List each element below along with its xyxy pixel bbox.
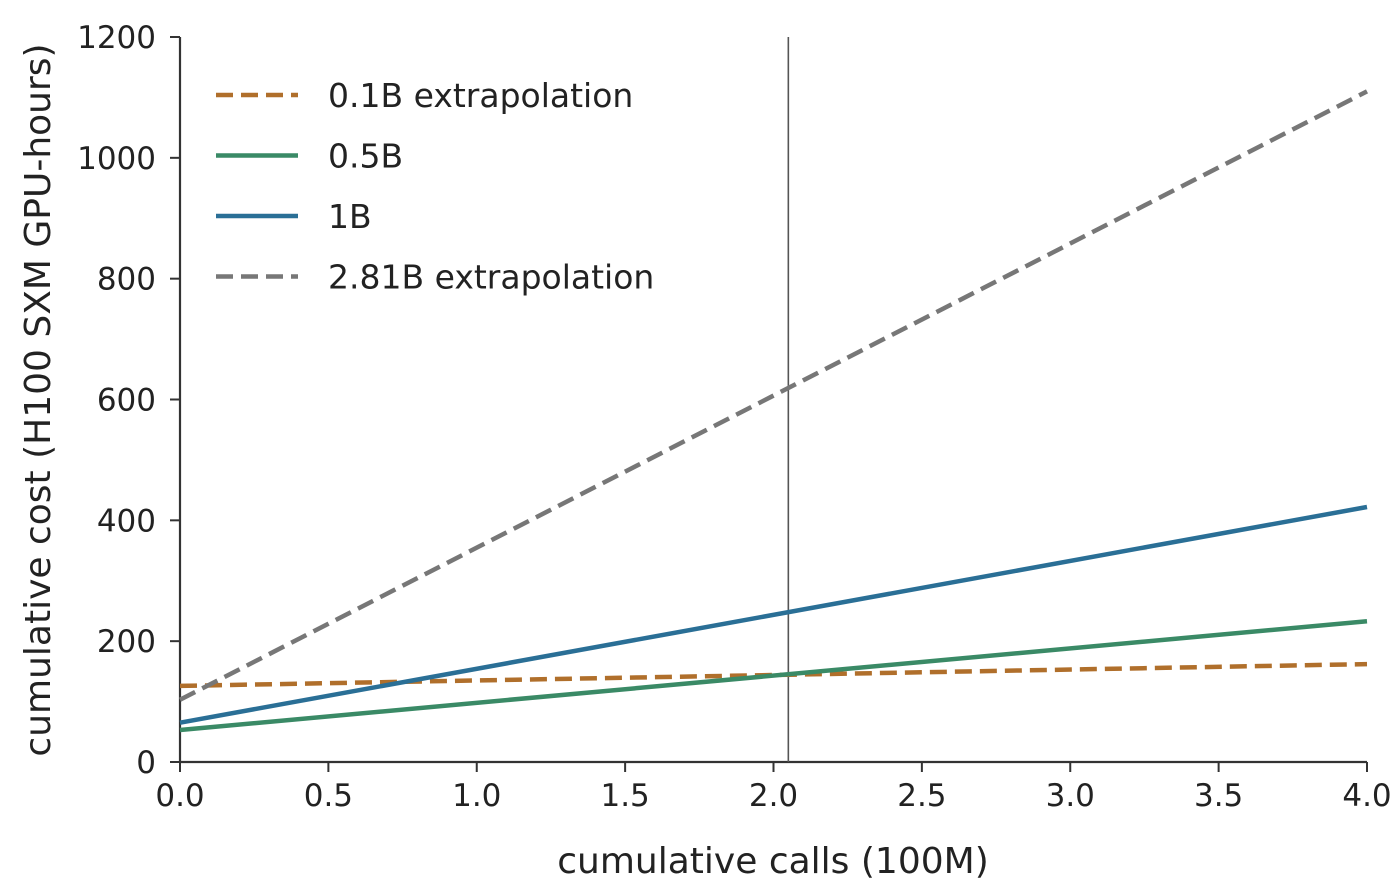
y-tick-label: 1000 — [77, 141, 156, 177]
y-tick-label: 200 — [97, 624, 156, 660]
legend-item: 2.81B extrapolation — [216, 258, 654, 297]
legend-item: 0.1B extrapolation — [216, 76, 633, 115]
x-tick-label: 4.0 — [1342, 778, 1391, 814]
x-tick-label: 3.0 — [1046, 778, 1095, 814]
y-tick-label: 0 — [136, 745, 156, 781]
x-tick-label: 2.5 — [897, 778, 946, 814]
x-axis-title: cumulative calls (100M) — [557, 841, 989, 882]
legend-item: 1B — [216, 197, 372, 236]
series-line-0-5b — [179, 618, 1368, 733]
legend-item: 0.5B — [216, 137, 403, 176]
x-tick-label: 2.0 — [749, 778, 798, 814]
y-tick-label: 400 — [97, 503, 156, 539]
series-line-2-81b-extrapolation — [178, 89, 1369, 702]
legend-label: 0.5B — [328, 137, 403, 176]
axes: 0.0 0.5 1.0 1.5 2.0 2.5 3.0 3.5 4.0 0 200 400 600 800… — [77, 20, 1392, 814]
y-axis-title: cumulative cost (H100 SXM GPU-hours) — [18, 43, 59, 756]
legend: 0.1B extrapolation 0.5B 1B 2.81B extrapolat… — [216, 76, 654, 297]
x-tick-label: 1.0 — [452, 778, 501, 814]
x-tick-label: 1.5 — [600, 778, 649, 814]
legend-label: 1B — [328, 197, 372, 236]
x-tick-label: 0.0 — [155, 778, 204, 814]
series-lines — [178, 89, 1369, 733]
y-tick-label: 600 — [97, 383, 156, 419]
series-line-0-1b-extrapolation — [179, 661, 1368, 689]
y-tick-label: 800 — [97, 262, 156, 298]
legend-label: 2.81B extrapolation — [328, 258, 654, 297]
x-tick-label: 3.5 — [1194, 778, 1243, 814]
y-tick-label: 1200 — [77, 20, 156, 56]
legend-label: 0.1B extrapolation — [328, 76, 633, 115]
x-tick-label: 0.5 — [304, 778, 353, 814]
series-line-1b — [179, 504, 1368, 725]
